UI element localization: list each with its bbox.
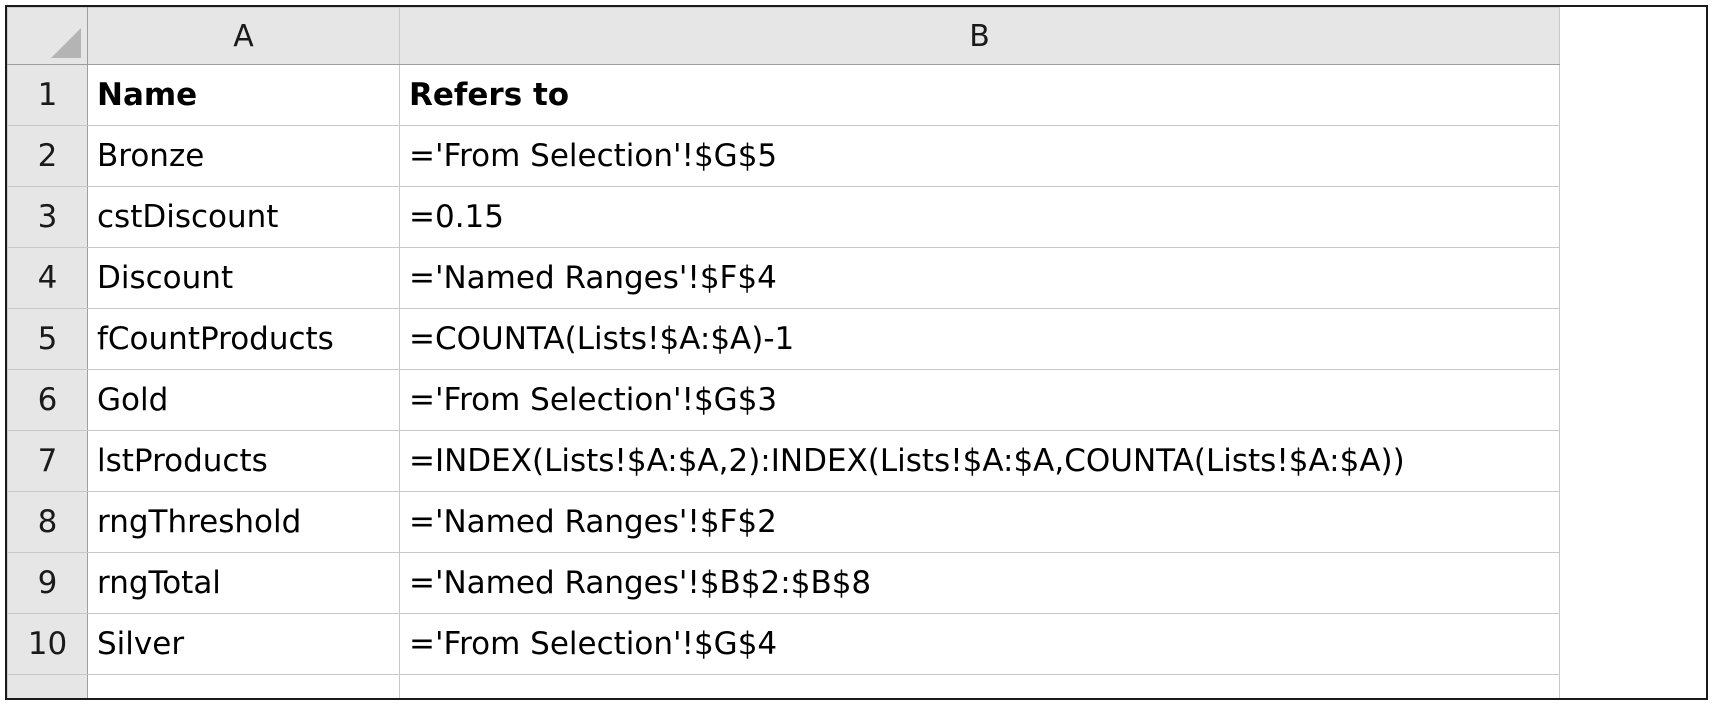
row-header[interactable]: 6 — [7, 369, 88, 431]
partial-row — [7, 674, 1560, 698]
column-header-b[interactable]: B — [399, 7, 1560, 65]
row-header[interactable]: 1 — [7, 64, 88, 126]
sheet-body: 1 Name Refers to 2 Bronze ='From Selection'!$… — [7, 64, 1560, 698]
cell-empty[interactable] — [87, 674, 400, 698]
cell-b[interactable]: Refers to — [399, 64, 1560, 126]
cell-a[interactable]: cstDiscount — [87, 186, 400, 248]
row-header[interactable]: 2 — [7, 125, 88, 187]
row-header[interactable]: 5 — [7, 308, 88, 370]
row-header[interactable] — [7, 674, 88, 698]
spreadsheet-frame: A B 1 Name Refers to 2 Bronze ='From Selectio… — [5, 5, 1708, 700]
cell-b[interactable]: =0.15 — [399, 186, 1560, 248]
table-row: 2 Bronze ='From Selection'!$G$5 — [7, 125, 1560, 187]
table-row: 7 lstProducts =INDEX(Lists!$A:$A,2):INDEX(… — [7, 430, 1560, 492]
cell-empty[interactable] — [399, 674, 1560, 698]
table-row: 1 Name Refers to — [7, 64, 1560, 126]
select-all-button[interactable] — [7, 7, 88, 65]
cell-b[interactable]: ='Named Ranges'!$B$2:$B$8 — [399, 552, 1560, 614]
cell-b[interactable]: ='Named Ranges'!$F$2 — [399, 491, 1560, 553]
cell-b[interactable]: ='From Selection'!$G$3 — [399, 369, 1560, 431]
table-row: 10 Silver ='From Selection'!$G$4 — [7, 613, 1560, 675]
column-header-a[interactable]: A — [87, 7, 400, 65]
row-header[interactable]: 9 — [7, 552, 88, 614]
cell-b[interactable]: ='From Selection'!$G$5 — [399, 125, 1560, 187]
spreadsheet-grid: A B 1 Name Refers to 2 Bronze ='From Selectio… — [7, 7, 1560, 698]
cell-a[interactable]: fCountProducts — [87, 308, 400, 370]
cell-a[interactable]: Bronze — [87, 125, 400, 187]
table-row: 5 fCountProducts =COUNTA(Lists!$A:$A)-1 — [7, 308, 1560, 370]
table-row: 8 rngThreshold ='Named Ranges'!$F$2 — [7, 491, 1560, 553]
cell-a[interactable]: Gold — [87, 369, 400, 431]
table-row: 3 cstDiscount =0.15 — [7, 186, 1560, 248]
cell-a[interactable]: Name — [87, 64, 400, 126]
cell-a[interactable]: rngThreshold — [87, 491, 400, 553]
cell-a[interactable]: rngTotal — [87, 552, 400, 614]
row-header[interactable]: 4 — [7, 247, 88, 309]
cell-b[interactable]: =INDEX(Lists!$A:$A,2):INDEX(Lists!$A:$A,… — [399, 430, 1560, 492]
cell-a[interactable]: lstProducts — [87, 430, 400, 492]
cell-a[interactable]: Silver — [87, 613, 400, 675]
row-header[interactable]: 7 — [7, 430, 88, 492]
table-row: 4 Discount ='Named Ranges'!$F$4 — [7, 247, 1560, 309]
table-row: 9 rngTotal ='Named Ranges'!$B$2:$B$8 — [7, 552, 1560, 614]
cell-a[interactable]: Discount — [87, 247, 400, 309]
row-header[interactable]: 8 — [7, 491, 88, 553]
select-all-triangle-icon — [51, 28, 81, 58]
row-header[interactable]: 3 — [7, 186, 88, 248]
table-row: 6 Gold ='From Selection'!$G$3 — [7, 369, 1560, 431]
cell-b[interactable]: ='Named Ranges'!$F$4 — [399, 247, 1560, 309]
row-header[interactable]: 10 — [7, 613, 88, 675]
cell-b[interactable]: =COUNTA(Lists!$A:$A)-1 — [399, 308, 1560, 370]
cell-b[interactable]: ='From Selection'!$G$4 — [399, 613, 1560, 675]
